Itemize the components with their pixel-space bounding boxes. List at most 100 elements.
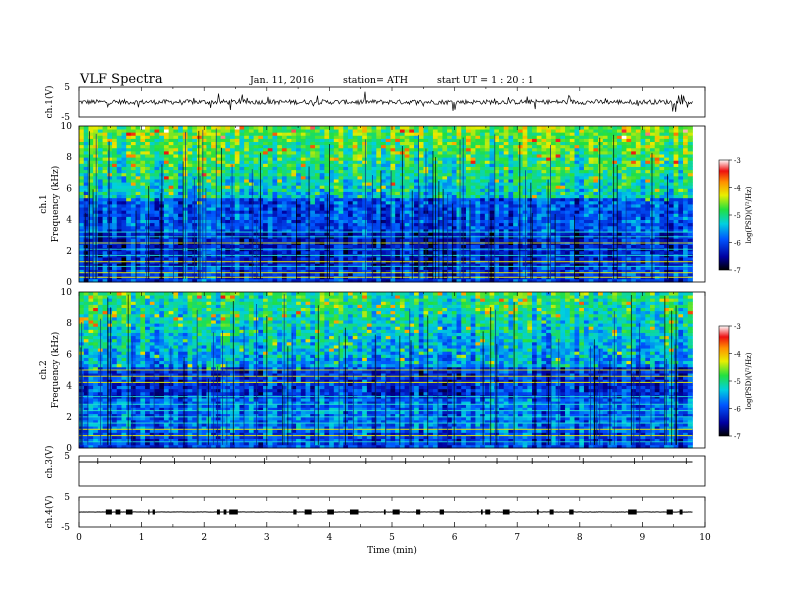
spectrogram-cell [565, 200, 571, 205]
spectrogram-cell [650, 185, 656, 189]
spectrogram-cell [83, 160, 89, 164]
spectrogram-cell [593, 219, 599, 224]
spectrogram-cell [673, 182, 679, 186]
spectrogram-cell [244, 179, 250, 183]
spectrogram-cell [532, 188, 538, 192]
spectrogram-cell [616, 172, 623, 177]
spectrogram-cell [508, 204, 514, 208]
spectrogram-cell [650, 200, 656, 205]
spectrogram-cell [366, 250, 372, 255]
spectrogram-cell [588, 197, 594, 202]
spectrogram-cell [305, 263, 311, 267]
spectrogram-cell [626, 263, 632, 267]
spectrogram-cell [263, 257, 269, 261]
spectrogram-cell [517, 182, 523, 186]
spectrogram-cell [678, 244, 684, 249]
spectrogram-cell [211, 194, 217, 199]
spectrogram-cell [116, 172, 122, 177]
spectrogram-cell [362, 238, 368, 242]
spectrogram-cell [149, 222, 155, 227]
spectrogram-cell [347, 213, 354, 217]
spectrogram-cell [215, 182, 221, 186]
spectrogram-cell [201, 207, 207, 211]
spectrogram-cell [376, 197, 382, 202]
spectrogram-cell [546, 172, 552, 177]
spectrogram-cell [640, 172, 646, 177]
spectrogram-cell [291, 266, 297, 270]
spectrogram-cell [555, 238, 561, 242]
spectrogram-cell [140, 188, 146, 192]
spectrogram-cell [371, 266, 377, 270]
spectrogram-cell [102, 197, 108, 202]
spectrogram-cell [470, 222, 476, 227]
spectrogram-cell [305, 163, 311, 167]
spectrogram-cell [225, 194, 231, 199]
spectrogram-cell [215, 160, 221, 164]
spectrogram-cell [527, 222, 533, 227]
spectrogram-cell [612, 210, 618, 214]
spectrogram-cell [154, 222, 160, 227]
spectrogram-cell [281, 232, 288, 236]
spectrogram-cell [579, 263, 585, 267]
spectrogram-cell [333, 204, 339, 208]
spectrogram-cell [230, 266, 236, 270]
spectrogram-cell [550, 175, 557, 180]
spectrogram-cell [404, 272, 410, 277]
spectrogram-cell [560, 278, 566, 283]
spectrogram-cell [418, 266, 424, 270]
spectrogram-cell [451, 213, 457, 217]
spectrogram-cell [234, 160, 240, 164]
spectrogram-cell [541, 244, 547, 249]
spectrogram-cell [234, 216, 240, 220]
spectrogram-cell [447, 210, 453, 214]
spectrogram-cell [366, 278, 372, 283]
spectrogram-cell [607, 172, 613, 177]
spectrogram-cell [508, 257, 514, 261]
spectrogram-cell [145, 169, 151, 174]
spectrogram-cell [385, 179, 391, 183]
spectrogram-cell [362, 225, 368, 230]
spectrogram-cell [546, 210, 552, 214]
spectrogram-cell [116, 210, 122, 214]
spectrogram-cell [178, 213, 184, 217]
spectrogram-cell [201, 169, 207, 174]
spectrogram-cell [428, 257, 434, 261]
spectrogram-cell [163, 219, 170, 224]
spectrogram-cell [234, 232, 240, 236]
spectrogram-cell [149, 163, 155, 167]
spectrogram-cell [635, 169, 641, 174]
spectrogram-cell [215, 238, 221, 242]
spectrogram-cell [362, 194, 368, 199]
spectrogram-cell [489, 244, 495, 249]
spectrogram-cell [404, 216, 410, 220]
spectrogram-cell [687, 175, 693, 180]
spectrogram-cell [347, 257, 354, 261]
spectrogram-cell [253, 169, 259, 174]
spectrogram-cell [296, 263, 302, 267]
spectrogram-cell [300, 182, 306, 186]
spectrogram-cell [395, 197, 401, 202]
spectrogram-cell [489, 228, 495, 233]
spectrogram-cell [319, 169, 325, 174]
spectrogram-cell [428, 210, 434, 214]
spectrogram-cell [154, 172, 160, 177]
spectrogram-cell [310, 210, 316, 214]
spectrogram-cell [253, 163, 259, 167]
spectrogram-cell [687, 269, 693, 274]
spectrogram-cell [206, 216, 212, 220]
spectrogram-cell [499, 169, 505, 174]
spectrogram-cell [187, 172, 193, 177]
spectrogram-cell [112, 222, 118, 227]
spectrogram-cell [664, 172, 670, 177]
spectrogram-cell [541, 200, 547, 205]
spectrogram-cell [362, 278, 368, 283]
spectrogram-cell [140, 179, 146, 183]
spectrogram-cell [102, 266, 108, 270]
spectrogram-cell [499, 232, 505, 236]
spectrogram-cell [621, 278, 627, 283]
spectrogram-cell [555, 216, 561, 220]
spectrogram-cell [390, 169, 396, 174]
spectrogram-cell [225, 250, 231, 255]
spectrogram-cell [508, 210, 514, 214]
spectrogram-cell [621, 210, 627, 214]
